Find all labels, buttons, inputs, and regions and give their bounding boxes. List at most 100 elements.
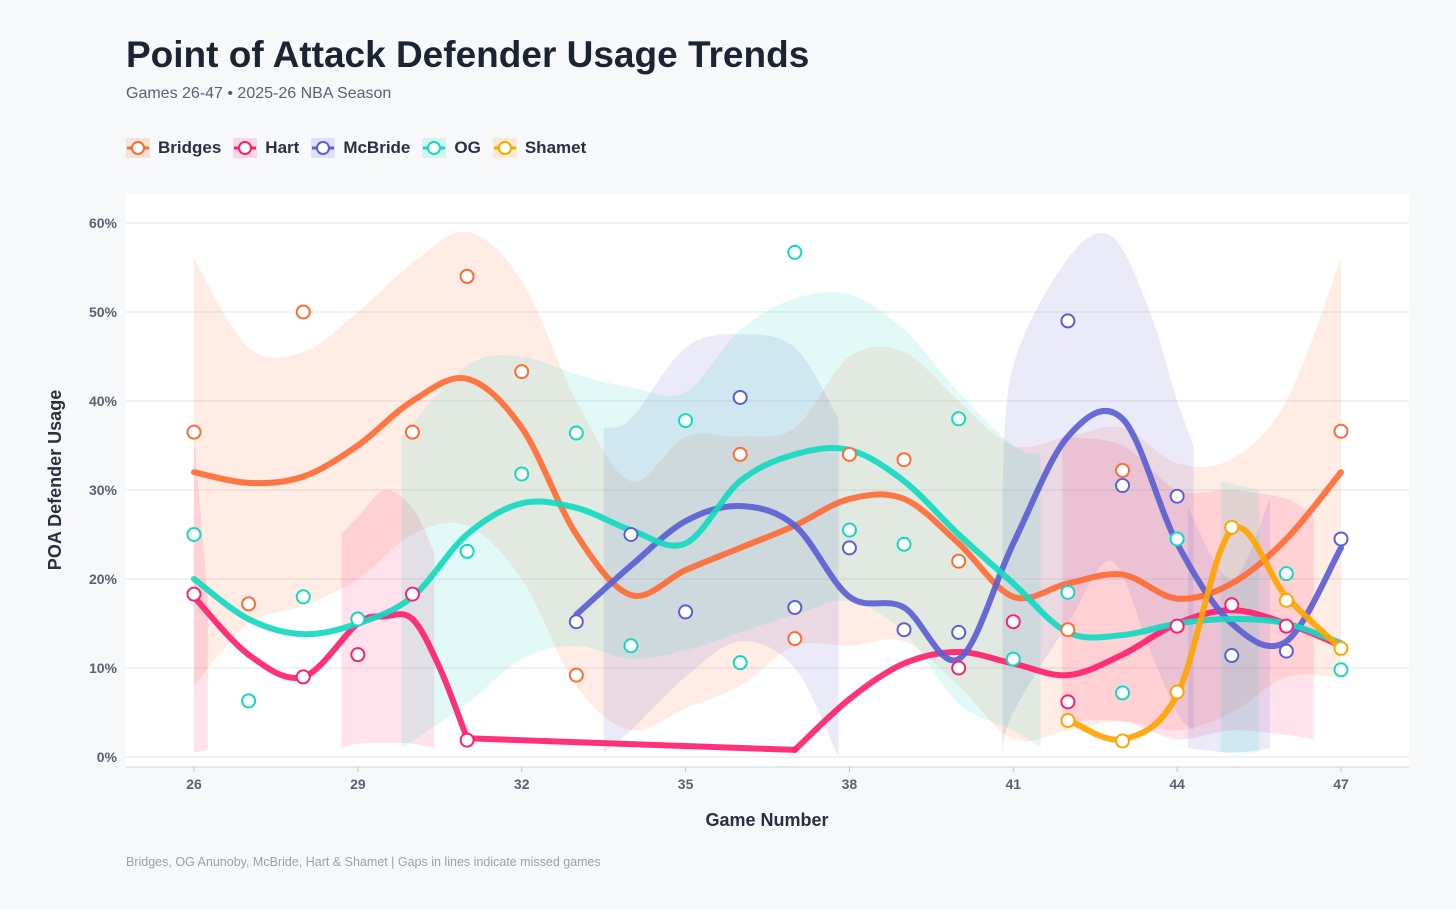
- legend-label: Shamet: [524, 138, 587, 157]
- shamet-data-point: [1060, 713, 1076, 729]
- x-tick-label: 47: [1333, 776, 1349, 792]
- og-trend-line: [191, 445, 1344, 647]
- mcbride-data-point: [1060, 313, 1076, 329]
- x-tick-label: 44: [1169, 776, 1185, 792]
- og-data-point: [1005, 651, 1021, 667]
- legend-item-shamet[interactable]: Shamet: [492, 138, 587, 158]
- bridges-data-point: [841, 446, 857, 462]
- hart-data-point: [1005, 614, 1021, 630]
- og-data-point: [186, 527, 202, 542]
- x-tick-label: 29: [350, 776, 366, 792]
- bridges-data-point: [459, 268, 475, 284]
- bridges-data-point: [732, 446, 748, 462]
- hart-data-point: [350, 647, 366, 663]
- bridges-data-point: [896, 452, 912, 468]
- bridges-data-point: [568, 667, 584, 683]
- og-data-point: [241, 693, 257, 709]
- mcbride-data-point: [896, 622, 912, 638]
- hart-data-point: [404, 586, 420, 602]
- plot-background: [126, 194, 1409, 767]
- bridges-data-point: [1115, 462, 1131, 478]
- mcbride-data-point: [1224, 648, 1240, 664]
- mcbride-data-point: [568, 614, 584, 630]
- hart-confidence-band: [1062, 436, 1314, 740]
- y-tick-label: 60%: [89, 215, 118, 231]
- chart-subtitle: Games 26-47 • 2025-26 NBA Season: [126, 85, 392, 102]
- legend-label: McBride: [343, 138, 411, 157]
- hart-data-point: [295, 669, 311, 685]
- bridges-confidence-band: [194, 231, 1341, 742]
- mcbride-data-point: [1169, 488, 1185, 504]
- y-tick-label: 50%: [89, 304, 118, 320]
- mcbride-data-point: [732, 389, 748, 405]
- mcbride-data-point: [1115, 478, 1131, 494]
- hart-data-point: [1169, 618, 1185, 634]
- x-tick-label: 32: [514, 776, 530, 792]
- bridges-data-point: [404, 424, 420, 440]
- bridges-data-point: [951, 553, 967, 569]
- y-axis-label: POA Defender Usage: [45, 390, 65, 570]
- y-tick-label: 20%: [89, 571, 118, 587]
- mcbride-confidence-band: [1188, 498, 1270, 753]
- shamet-data-point: [1115, 733, 1131, 749]
- og-data-point: [1115, 685, 1131, 701]
- x-tick-label: 35: [678, 776, 694, 792]
- mcbride-data-point: [623, 527, 639, 542]
- legend-item-og[interactable]: OG: [422, 138, 481, 158]
- hart-data-point: [1060, 694, 1076, 710]
- og-data-point: [1278, 566, 1294, 582]
- hart-trend-line: [791, 607, 1344, 753]
- legend-label: Hart: [265, 138, 300, 157]
- og-data-point: [678, 413, 694, 429]
- mcbride-confidence-band: [603, 334, 839, 757]
- y-tick-label: 0%: [97, 749, 118, 765]
- caption: Bridges, OG Anunoby, McBride, Hart & Sha…: [126, 855, 601, 869]
- y-tick-label: 10%: [89, 660, 118, 676]
- hart-data-point: [1278, 618, 1294, 634]
- og-data-point: [896, 536, 912, 552]
- shamet-data-point: [1333, 640, 1349, 656]
- hart-trend-line: [464, 735, 798, 753]
- legend-label: OG: [454, 138, 481, 157]
- chart-title: Point of Attack Defender Usage Trends: [126, 34, 810, 75]
- mcbride-data-point: [787, 599, 803, 615]
- x-axis-label: Game Number: [705, 810, 828, 830]
- y-tick-label: 30%: [89, 482, 118, 498]
- mcbride-data-point: [678, 604, 694, 620]
- hart-data-point: [459, 732, 475, 748]
- og-data-point: [514, 466, 530, 482]
- bridges-data-point: [295, 304, 311, 320]
- bridges-trend-line: [191, 374, 1344, 602]
- legend-item-hart[interactable]: Hart: [233, 138, 299, 158]
- x-tick-label: 38: [842, 776, 858, 792]
- og-data-point: [568, 425, 584, 441]
- bridges-data-point: [241, 596, 257, 612]
- og-data-point: [732, 655, 748, 671]
- legend-marker-icon: [422, 138, 447, 158]
- bridges-data-point: [514, 364, 530, 380]
- bridges-data-point: [787, 631, 803, 647]
- legend-item-mcbride[interactable]: McBride: [311, 138, 410, 158]
- x-tick-label: 26: [186, 776, 202, 792]
- shamet-data-point: [1224, 519, 1240, 535]
- bridges-data-point: [1333, 423, 1349, 439]
- legend-label: Bridges: [158, 138, 222, 157]
- legend-marker-icon: [311, 138, 336, 158]
- legend-item-bridges[interactable]: Bridges: [126, 138, 221, 158]
- bridges-data-point: [186, 424, 202, 440]
- og-data-point: [1333, 662, 1349, 678]
- shamet-data-point: [1169, 684, 1185, 700]
- hart-data-point: [951, 660, 967, 676]
- legend: Bridges Hart McBride OG Shamet: [126, 138, 586, 158]
- og-data-point: [350, 611, 366, 627]
- og-data-point: [951, 411, 967, 427]
- og-data-point: [459, 543, 475, 559]
- mcbride-data-point: [1278, 643, 1294, 659]
- shamet-data-point: [1278, 592, 1294, 608]
- og-data-point: [787, 244, 803, 260]
- x-tick-label: 41: [1005, 776, 1021, 792]
- og-data-point: [295, 589, 311, 605]
- hart-data-point: [186, 586, 202, 602]
